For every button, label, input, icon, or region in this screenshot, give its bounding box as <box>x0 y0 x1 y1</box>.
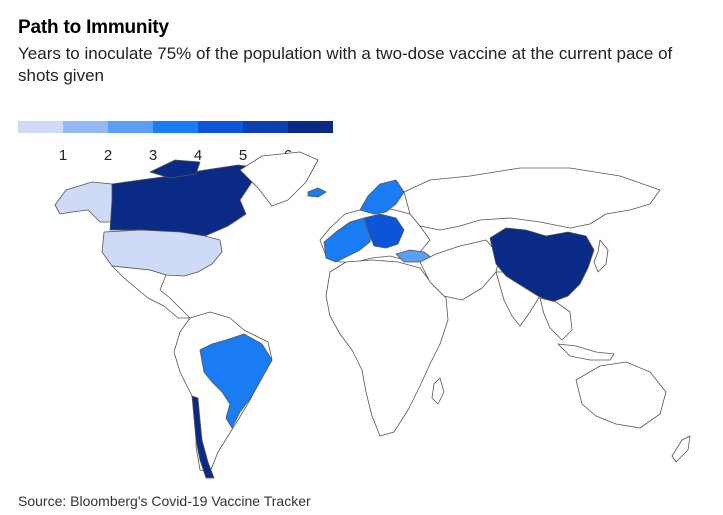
legend-tick-label: 3 <box>148 147 158 164</box>
legend-swatch <box>153 121 198 133</box>
chart-subtitle: Years to inoculate 75% of the population… <box>18 44 673 85</box>
legend-swatch <box>108 121 153 133</box>
legend-tick-label: 2 <box>103 147 113 164</box>
legend-swatch <box>198 121 243 133</box>
region-western-europe <box>323 217 373 263</box>
region-southeast-asia <box>539 297 573 341</box>
country-australia <box>575 361 667 429</box>
country-indonesia <box>557 343 615 361</box>
country-japan <box>593 239 609 273</box>
country-chile <box>191 395 215 479</box>
country-china <box>489 227 595 303</box>
region-scandinavia <box>359 179 405 215</box>
legend-tick-label: 4 <box>193 147 203 164</box>
country-greenland <box>239 151 319 207</box>
chart-title: Path to Immunity <box>18 17 169 38</box>
country-madagascar <box>431 377 445 405</box>
legend-color-bar <box>18 121 333 133</box>
country-alaska <box>54 181 115 223</box>
legend-swatch <box>18 121 63 133</box>
region-eastern-europe <box>363 213 405 249</box>
legend-swatch <box>63 121 108 133</box>
legend-swatch <box>288 121 333 133</box>
country-iceland <box>307 187 327 198</box>
continent-africa <box>325 259 449 437</box>
country-new-zealand <box>671 435 691 463</box>
country-russia <box>403 167 661 231</box>
legend-swatch <box>243 121 288 133</box>
country-canada-islands <box>149 159 201 179</box>
source-note: Source: Bloomberg's Covid-19 Vaccine Tra… <box>18 493 311 509</box>
legend-tick-label: 5 <box>238 147 248 164</box>
country-brazil <box>199 333 273 429</box>
world-map <box>54 151 691 479</box>
legend-tick-label: 1 <box>58 147 68 164</box>
